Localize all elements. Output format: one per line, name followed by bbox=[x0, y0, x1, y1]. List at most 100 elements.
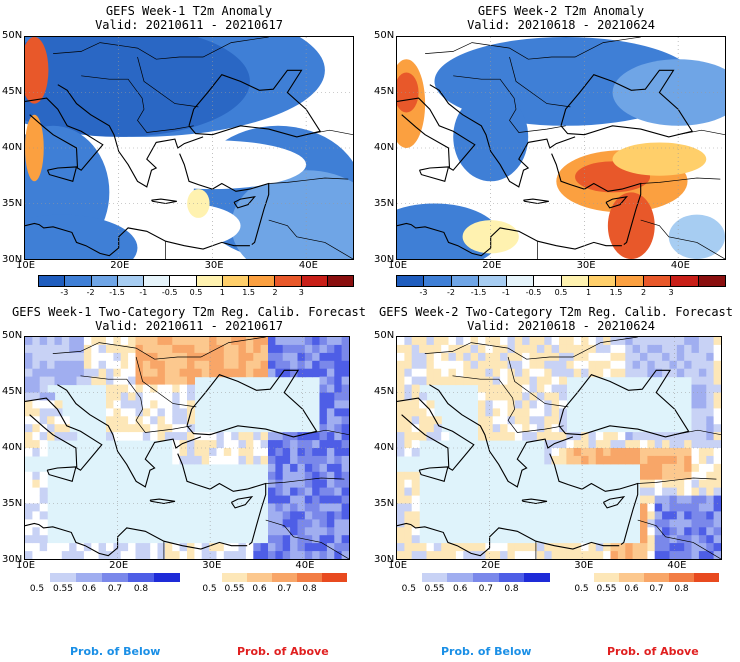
prob-tick-label: 0.5 bbox=[202, 584, 217, 594]
colorbar-swatch bbox=[424, 276, 452, 286]
longitude-label: 20E bbox=[481, 560, 501, 571]
prob-swatch bbox=[569, 573, 594, 582]
longitude-label: 10E bbox=[388, 560, 408, 571]
colorbar-tick-label: -0.5 bbox=[161, 288, 178, 297]
latitude-label: 35N bbox=[2, 198, 23, 209]
colorbar-tick-label: 1 bbox=[585, 288, 592, 297]
prob-tick-label: 0.8 bbox=[674, 584, 689, 594]
colorbar-swatch bbox=[117, 276, 144, 286]
prob-swatch bbox=[247, 573, 272, 582]
colorbar-swatch bbox=[65, 276, 92, 286]
panel-valid-date: Valid: 20210611 - 20210617 bbox=[95, 319, 283, 333]
prob-below-colorbar-week2 bbox=[396, 573, 551, 582]
prob-below-colorbar-week1 bbox=[24, 573, 180, 582]
colorbar-swatch bbox=[222, 276, 249, 286]
colorbar-tick-label: -1.5 bbox=[470, 288, 487, 297]
anomaly-map-week1 bbox=[24, 36, 354, 260]
colorbar-tick-label: -3 bbox=[60, 288, 69, 297]
latitude-label: 50N bbox=[2, 30, 23, 41]
prob-tick-label: 0.8 bbox=[504, 584, 519, 594]
colorbar-tick-label: -0.5 bbox=[525, 288, 542, 297]
prob-tick-label: 0.7 bbox=[649, 584, 664, 594]
prob-tick-label: 0.5 bbox=[401, 584, 416, 594]
probability-map-week1 bbox=[24, 336, 350, 560]
panel-title: GEFS Week-1 Two-Category T2m Reg. Calib.… bbox=[11, 305, 366, 319]
colorbar-swatch bbox=[616, 276, 644, 286]
latitude-label: 35N bbox=[374, 498, 395, 509]
latitude-label: 40N bbox=[2, 142, 23, 153]
latitude-label: 30N bbox=[2, 254, 23, 265]
colorbar-swatch bbox=[534, 276, 562, 286]
longitude-label: 30E bbox=[574, 560, 594, 571]
colorbar-tick-label: 2 bbox=[272, 288, 278, 297]
colorbar-tick-label: -1.5 bbox=[109, 288, 125, 297]
colorbar-swatch bbox=[249, 276, 276, 286]
colorbar-tick-label: 0.5 bbox=[189, 288, 203, 297]
panel-title: GEFS Week-1 T2m Anomaly bbox=[105, 4, 273, 18]
colorbar-tick-label: -2 bbox=[447, 288, 455, 297]
latitude-label: 30N bbox=[374, 554, 395, 565]
prob-tick-label: 0.7 bbox=[107, 584, 123, 594]
colorbar-swatch bbox=[643, 276, 672, 286]
longitude-label: 40E bbox=[667, 560, 687, 571]
longitude-label: 30E bbox=[576, 260, 596, 271]
colorbar-swatch bbox=[451, 276, 480, 286]
prob-swatch bbox=[24, 573, 50, 582]
colorbar-tick-label: -1 bbox=[139, 288, 148, 297]
latitude-label: 45N bbox=[374, 386, 395, 397]
panel-valid-date: Valid: 20210611 - 20210617 bbox=[95, 18, 283, 32]
prob-tick-label: 0.7 bbox=[478, 584, 493, 594]
prob-tick-label: 0.7 bbox=[277, 584, 292, 594]
longitude-label: 40E bbox=[670, 260, 690, 271]
colorbar-swatch bbox=[588, 276, 617, 286]
latitude-label: 30N bbox=[374, 254, 395, 265]
probability-map-week2 bbox=[396, 336, 722, 560]
latitude-label: 40N bbox=[2, 442, 23, 453]
prob-tick-label: 0.55 bbox=[224, 584, 245, 594]
longitude-label: 10E bbox=[16, 260, 36, 271]
colorbar-tick-label: 1.5 bbox=[242, 288, 256, 297]
prob-swatch bbox=[272, 573, 297, 582]
prob-tick-label: 0.55 bbox=[52, 584, 74, 594]
anomaly-field bbox=[25, 37, 353, 259]
colorbar-tick-label: -3 bbox=[419, 288, 428, 297]
colorbar-tick-label: 3 bbox=[298, 288, 304, 297]
longitude-label: 20E bbox=[482, 260, 502, 271]
colorbar-swatch bbox=[275, 276, 302, 286]
colorbar-swatch bbox=[671, 276, 699, 286]
prob-swatch bbox=[421, 573, 448, 582]
panel-valid-date: Valid: 20210618 - 20210624 bbox=[467, 18, 655, 32]
panel-valid-date: Valid: 20210618 - 20210624 bbox=[467, 319, 655, 333]
colorbar-swatch bbox=[39, 276, 66, 286]
latitude-label: 35N bbox=[2, 498, 23, 509]
panel-title: GEFS Week-2 Two-Category T2m Reg. Calib.… bbox=[378, 305, 733, 319]
colorbar-swatch bbox=[196, 276, 223, 286]
prob-swatch bbox=[619, 573, 644, 582]
latitude-label: 45N bbox=[2, 386, 23, 397]
prob-above-colorbar-week2 bbox=[569, 573, 719, 582]
prob-swatch bbox=[128, 573, 154, 582]
latitude-label: 30N bbox=[2, 554, 23, 565]
latitude-label: 45N bbox=[2, 86, 23, 97]
longitude-label: 10E bbox=[16, 560, 36, 571]
colorbar-swatch bbox=[397, 276, 425, 286]
anomaly-map-week2 bbox=[396, 36, 726, 260]
prob-swatch bbox=[473, 573, 499, 582]
colorbar-swatch bbox=[327, 276, 353, 286]
longitude-label: 10E bbox=[388, 260, 408, 271]
prob-swatch bbox=[322, 573, 347, 582]
prob-swatch bbox=[594, 573, 619, 582]
prob-swatch bbox=[447, 573, 474, 582]
colorbar-swatch bbox=[91, 276, 118, 286]
prob-swatch bbox=[396, 573, 422, 582]
prob-swatch bbox=[102, 573, 128, 582]
colorbar-tick-label: 2 bbox=[640, 288, 647, 297]
latitude-label: 45N bbox=[374, 86, 395, 97]
prob-tick-label: 0.6 bbox=[452, 584, 468, 594]
colorbar-swatch bbox=[479, 276, 507, 286]
prob-swatch bbox=[669, 573, 694, 582]
prob-tick-label: 0.55 bbox=[596, 584, 617, 594]
latitude-label: 40N bbox=[374, 442, 395, 453]
prob-tick-label: 0.6 bbox=[252, 584, 267, 594]
colorbar-tick-label: 1 bbox=[219, 288, 225, 297]
